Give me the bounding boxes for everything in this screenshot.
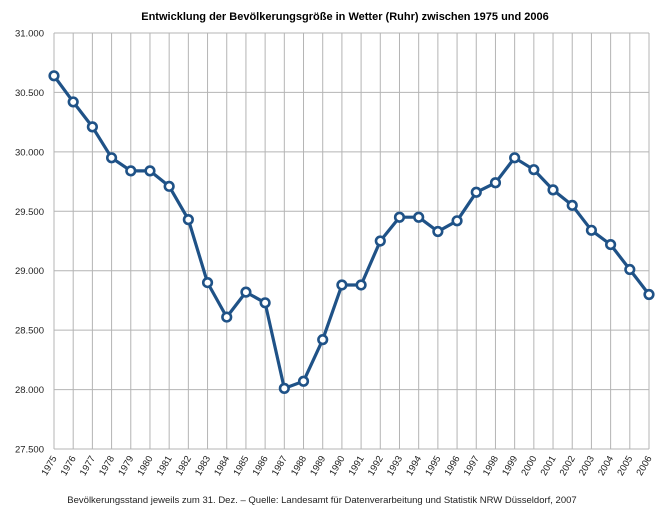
x-tick-label: 1997 [462,454,482,478]
x-tick-label: 1979 [116,454,136,478]
data-point [67,96,79,108]
chart-caption: Bevölkerungsstand jeweils zum 31. Dez. –… [67,495,576,506]
x-tick-label: 1995 [423,454,443,478]
x-tick-label: 1981 [155,454,175,478]
data-point [374,235,386,247]
x-tick-label: 1987 [270,454,290,478]
data-point [201,277,214,289]
data-point [624,263,636,276]
x-tick-label: 2004 [596,454,616,478]
y-tick-label: 29.500 [15,207,44,218]
data-point [336,279,348,291]
x-tick-label: 1989 [308,454,328,478]
y-tick-label: 30.500 [15,88,44,99]
data-point [317,334,329,346]
data-point [144,165,156,177]
x-tick-label: 2002 [558,454,578,478]
y-tick-label: 30.000 [15,147,44,158]
x-tick-label: 2000 [519,454,539,478]
x-tick-label: 2005 [615,454,635,478]
data-point [585,224,598,236]
data-point [413,211,425,223]
y-tick-label: 29.000 [15,266,44,277]
data-point [509,152,521,164]
y-tick-label: 27.500 [15,445,44,456]
x-tick-label: 2003 [577,454,597,478]
y-tick-label: 31.000 [15,29,44,40]
x-tick-label: 2001 [539,454,559,478]
data-points [48,70,655,394]
x-tick-label: 1988 [289,454,309,478]
y-tick-label: 28.000 [15,385,44,396]
y-axis-ticks: 27.500 28.000 28.500 29.000 29.500 30.000 30.5… [15,29,44,456]
data-point [221,311,233,323]
data-point [48,70,60,82]
x-tick-label: 1980 [135,454,155,478]
data-point [278,382,290,394]
data-point [393,211,406,223]
x-tick-label: 1976 [59,454,79,478]
x-tick-label: 1986 [251,454,271,478]
data-point [240,286,252,298]
data-point [451,215,463,227]
x-tick-label: 1992 [366,454,386,478]
data-point [86,121,98,133]
data-point [259,297,271,309]
x-tick-label: 1991 [347,454,367,478]
data-point [605,238,617,251]
y-tick-label: 28.500 [15,326,44,337]
chart-title: Entwicklung der Bevölkerungsgröße in Wet… [141,11,549,23]
x-tick-label: 1990 [327,454,347,478]
data-point [489,177,502,189]
x-tick-label: 1977 [78,454,98,478]
data-point [163,180,175,192]
data-point [355,279,367,291]
data-point [182,214,194,226]
data-point [470,186,482,198]
data-point [105,152,118,164]
x-tick-label: 2006 [635,454,655,478]
x-tick-label: 1984 [212,454,232,478]
data-point [547,184,559,196]
x-tick-label: 1998 [481,454,501,478]
data-point [528,164,540,176]
series-line [52,74,651,390]
data-point [566,199,578,211]
grid-lines [53,32,650,450]
data-point [297,375,310,387]
x-axis-ticks: 1975 1976 1977 1978 1979 1980 1981 1982 1983 1984… [40,454,655,478]
x-tick-label: 1996 [443,454,463,478]
x-tick-label: 1993 [385,454,405,478]
data-point [125,165,137,177]
x-tick-label: 1994 [404,454,424,478]
x-tick-label: 1978 [97,454,117,478]
x-tick-label: 1983 [193,454,213,478]
data-point [643,288,655,301]
data-point [432,225,444,238]
x-tick-label: 1999 [500,454,520,478]
x-tick-label: 1975 [40,454,60,478]
x-tick-label: 1985 [231,454,251,478]
x-tick-label: 1982 [174,454,194,478]
